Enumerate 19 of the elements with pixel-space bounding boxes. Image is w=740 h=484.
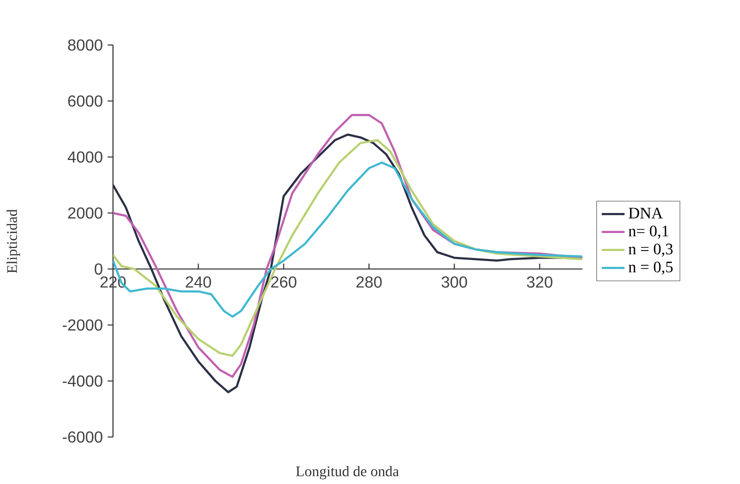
y-tick-label: -6000 [62,431,102,443]
legend-label: n = 0,5 [628,262,673,275]
y-tick-label: 2000 [68,207,102,219]
x-tick-label: 240 [186,276,212,288]
x-tick-label: 280 [356,276,382,288]
y-tick-label: 8000 [68,39,102,51]
legend-label: n = 0,3 [628,244,673,257]
y-tick-label: -2000 [62,319,102,331]
legend-label: DNA [628,208,663,218]
y-axis-title: Elipticidad [6,209,20,274]
y-tick-label: -4000 [62,375,102,387]
legend-label: n= 0,1 [628,226,668,239]
x-tick-label: 300 [442,276,468,288]
y-tick-label: 0 [94,263,102,275]
x-axis-title: Longitud de onda [296,466,399,480]
y-tick-label: 4000 [68,151,102,163]
y-tick-label: 6000 [68,95,102,107]
x-tick-label: 320 [526,276,552,288]
x-tick-label: 260 [271,276,296,288]
